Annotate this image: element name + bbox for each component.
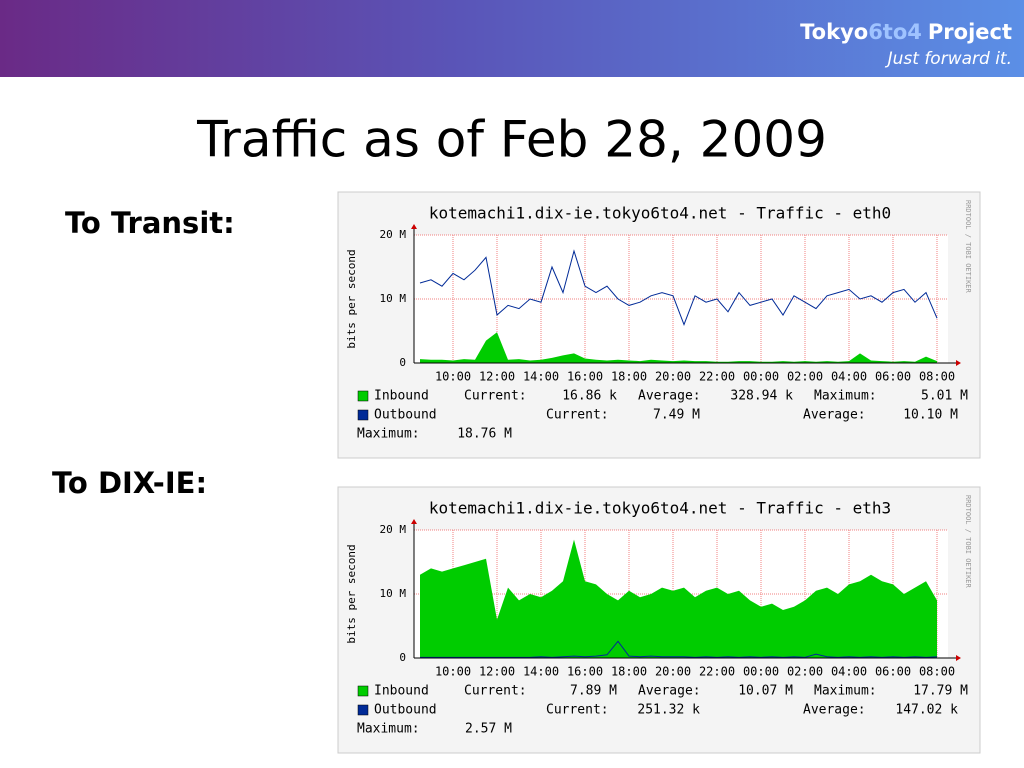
brand-a: Tokyo: [800, 20, 868, 44]
x-tick-label: 16:00: [567, 370, 603, 384]
legend-swatch: [357, 685, 369, 697]
stat-value: 10.07 M: [738, 684, 793, 699]
brand: Tokyo6to4 Project: [800, 20, 1012, 44]
legend-swatch: [357, 409, 369, 421]
stat-label: Maximum:: [814, 389, 877, 404]
stat-label: Average:: [638, 389, 701, 404]
y-tick-label: 20 M: [380, 228, 407, 241]
x-tick-label: 12:00: [479, 370, 515, 384]
x-tick-label: 20:00: [655, 665, 691, 679]
y-axis-label: bits per second: [345, 249, 358, 348]
stat-label: Maximum:: [357, 722, 420, 737]
brand-c: Project: [928, 20, 1012, 44]
x-tick-label: 00:00: [743, 370, 779, 384]
y-tick-label: 0: [399, 651, 406, 664]
area: [420, 539, 937, 658]
x-tick-label: 14:00: [523, 370, 559, 384]
x-tick-label: 16:00: [567, 665, 603, 679]
x-tick-label: 12:00: [479, 665, 515, 679]
x-tick-label: 10:00: [435, 665, 471, 679]
x-tick-label: 02:00: [787, 665, 823, 679]
stat-label: Current:: [464, 389, 527, 404]
x-tick-label: 20:00: [655, 370, 691, 384]
stat-value: 16.86 k: [562, 389, 617, 404]
x-tick-label: 02:00: [787, 370, 823, 384]
watermark: RRDTOOL / TOBI OETIKER: [964, 200, 972, 294]
stat-label: Maximum:: [357, 427, 420, 442]
stat-label: Maximum:: [814, 684, 877, 699]
area: [420, 332, 937, 363]
x-axis-arrow: [956, 360, 961, 366]
x-tick-label: 00:00: [743, 665, 779, 679]
brand-b: 6to4: [868, 20, 922, 44]
x-tick-label: 18:00: [611, 370, 647, 384]
legend-label: Outbound: [374, 703, 437, 718]
header-banner: [0, 0, 1024, 77]
tagline: Just forward it.: [885, 49, 1012, 69]
section-label: To Transit:: [65, 206, 235, 240]
stat-value: 10.10 M: [903, 408, 958, 423]
x-tick-label: 08:00: [919, 665, 955, 679]
stat-value: 2.57 M: [465, 722, 512, 737]
watermark: RRDTOOL / TOBI OETIKER: [964, 495, 972, 589]
chart-title: kotemachi1.dix-ie.tokyo6to4.net - Traffi…: [429, 499, 891, 518]
stat-label: Average:: [638, 684, 701, 699]
stat-value: 18.76 M: [457, 427, 512, 442]
x-tick-label: 08:00: [919, 370, 955, 384]
line: [420, 640, 938, 658]
legend-swatch: [357, 390, 369, 402]
stat-label: Current:: [546, 408, 609, 423]
stat-value: 5.01 M: [921, 389, 968, 404]
legend-label: Inbound: [374, 684, 429, 699]
x-tick-label: 06:00: [875, 370, 911, 384]
x-tick-label: 06:00: [875, 665, 911, 679]
y-axis-arrow: [411, 224, 417, 229]
x-tick-label: 04:00: [831, 370, 867, 384]
x-tick-label: 18:00: [611, 665, 647, 679]
y-tick-label: 0: [399, 356, 406, 369]
stat-label: Current:: [464, 684, 527, 699]
x-tick-label: 14:00: [523, 665, 559, 679]
legend-label: Outbound: [374, 408, 437, 423]
stat-value: 251.32 k: [637, 703, 700, 718]
stat-value: 328.94 k: [730, 389, 793, 404]
legend-swatch: [357, 704, 369, 716]
line: [419, 249, 938, 327]
stat-label: Average:: [803, 408, 866, 423]
x-tick-label: 10:00: [435, 370, 471, 384]
y-axis-label: bits per second: [345, 544, 358, 643]
stat-label: Average:: [803, 703, 866, 718]
y-tick-label: 20 M: [380, 523, 407, 536]
y-axis-arrow: [411, 519, 417, 524]
x-tick-label: 22:00: [699, 665, 735, 679]
stat-label: Current:: [546, 703, 609, 718]
slide-title: Traffic as of Feb 28, 2009: [196, 111, 827, 169]
x-axis-arrow: [956, 655, 961, 661]
x-tick-label: 22:00: [699, 370, 735, 384]
chart-title: kotemachi1.dix-ie.tokyo6to4.net - Traffi…: [429, 204, 891, 223]
legend-label: Inbound: [374, 389, 429, 404]
stat-value: 7.49 M: [653, 408, 700, 423]
stat-value: 17.79 M: [913, 684, 968, 699]
chart: kotemachi1.dix-ie.tokyo6to4.net - Traffi…: [337, 486, 981, 754]
stat-value: 7.89 M: [570, 684, 617, 699]
section-label: To DIX-IE:: [52, 466, 207, 500]
x-tick-label: 04:00: [831, 665, 867, 679]
y-tick-label: 10 M: [380, 292, 407, 305]
chart: kotemachi1.dix-ie.tokyo6to4.net - Traffi…: [337, 191, 981, 459]
stat-value: 147.02 k: [895, 703, 958, 718]
y-tick-label: 10 M: [380, 587, 407, 600]
